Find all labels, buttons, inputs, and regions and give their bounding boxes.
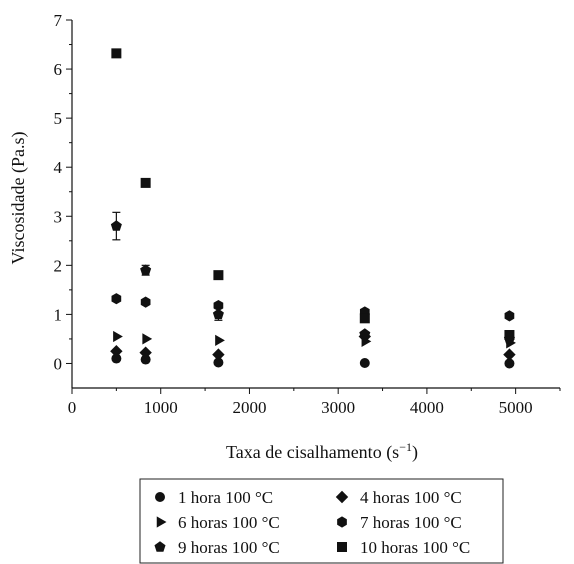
y-axis-title: Viscosidade (Pa.s) <box>8 132 29 265</box>
legend-label: 9 horas 100 °C <box>178 538 280 557</box>
data-point <box>212 348 225 361</box>
x-tick-label: 2000 <box>232 398 266 417</box>
axes: 0 1 2 3 4 5 6 7 0 1000 2000 3000 4000 5000 <box>54 11 561 417</box>
legend-item: 4 horas 100 °C <box>335 488 462 507</box>
data-point <box>359 357 370 368</box>
data-point <box>111 293 122 305</box>
legend-item: 1 hora 100 °C <box>155 488 273 507</box>
y-tick-label: 1 <box>54 305 63 324</box>
legend-marker <box>154 541 166 552</box>
data-point <box>359 328 371 339</box>
x-tick-label: 3000 <box>321 398 355 417</box>
x-axis-title: Taxa de cisalhamento (s−1) <box>226 440 418 463</box>
x-axis-title-close: ) <box>412 442 418 463</box>
data-point <box>140 354 151 365</box>
data-point <box>504 310 515 322</box>
legend-marker <box>156 516 167 528</box>
data-point <box>503 348 516 361</box>
x-tick-label: 0 <box>68 398 77 417</box>
legend-marker <box>337 542 347 552</box>
data-point <box>504 358 515 369</box>
legend-label: 7 horas 100 °C <box>360 513 462 532</box>
data-point <box>213 270 224 281</box>
data-point <box>139 346 152 359</box>
legend-label: 4 horas 100 °C <box>360 488 462 507</box>
data-point <box>359 313 370 324</box>
legend-label: 6 horas 100 °C <box>178 513 280 532</box>
data-point <box>111 353 122 364</box>
data-point <box>140 264 152 275</box>
data-point <box>110 220 122 231</box>
data-point <box>213 357 224 368</box>
x-tick-label: 4000 <box>410 398 444 417</box>
y-tick-label: 5 <box>54 109 63 128</box>
legend-item: 9 horas 100 °C <box>154 538 280 557</box>
legend-box <box>139 478 504 564</box>
data-point <box>110 345 123 358</box>
data-point <box>140 296 151 308</box>
y-tick-label: 0 <box>54 354 63 373</box>
data-point <box>212 308 224 320</box>
y-tick-label: 7 <box>54 11 63 30</box>
x-axis-title-main: Taxa de cisalhamento (s <box>226 442 399 463</box>
x-tick-label: 1000 <box>144 398 178 417</box>
legend-marker <box>337 516 347 528</box>
legend: 1 hora 100 °C 4 horas 100 °C 6 horas 100 °… <box>139 478 504 564</box>
x-tick-label: 5000 <box>499 398 533 417</box>
x-axis-title-superscript: −1 <box>399 440 412 454</box>
y-tick-label: 3 <box>54 207 63 226</box>
y-tick-label: 2 <box>54 256 63 275</box>
series-2 <box>113 330 516 349</box>
data-point <box>140 177 151 188</box>
y-tick-label: 6 <box>54 60 63 79</box>
series-3 <box>111 293 515 322</box>
series-0 <box>111 353 515 369</box>
data-marks <box>110 48 516 369</box>
data-point <box>113 330 123 343</box>
series-4 <box>110 211 515 344</box>
legend-item: 10 horas 100 °C <box>337 538 470 557</box>
series-1 <box>110 330 516 361</box>
legend-marker <box>155 492 165 502</box>
legend-item: 7 horas 100 °C <box>337 513 462 532</box>
series-5 <box>111 48 515 341</box>
legend-marker <box>335 490 349 504</box>
data-point <box>142 333 153 345</box>
data-point <box>504 330 515 341</box>
legend-item: 6 horas 100 °C <box>156 513 280 532</box>
y-tick-label: 4 <box>54 158 63 177</box>
legend-label: 10 horas 100 °C <box>360 538 470 557</box>
legend-label: 1 hora 100 °C <box>178 488 273 507</box>
data-point <box>215 334 225 347</box>
data-point <box>111 48 122 59</box>
